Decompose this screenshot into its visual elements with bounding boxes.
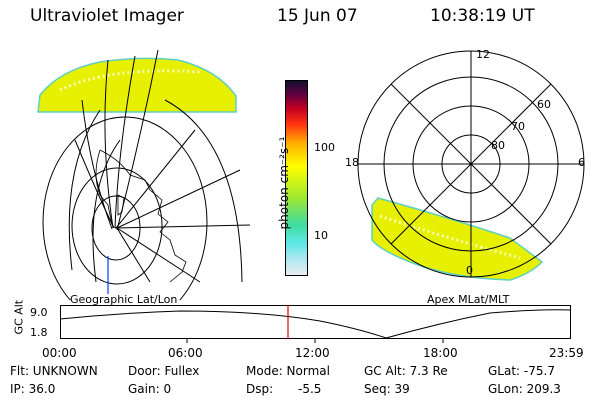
status-gc-alt: GC Alt: 7.3 Re bbox=[364, 364, 448, 378]
mlt-label-0: 0 bbox=[466, 264, 473, 277]
mlt-label-6: 6 bbox=[578, 156, 585, 169]
status-gain: Gain: 0 bbox=[128, 382, 172, 396]
status-flt: Flt: UNKNOWN bbox=[10, 364, 98, 378]
status-glat: GLat: -75.7 bbox=[488, 364, 555, 378]
date-label: 15 Jun 07 bbox=[277, 6, 358, 26]
time-tick-0600: 06:00 bbox=[168, 346, 203, 360]
colorbar-tick-100: 100 bbox=[314, 141, 335, 154]
apex-panel-label: Apex MLat/MLT bbox=[427, 293, 510, 306]
status-dsp: Dsp: bbox=[246, 382, 274, 396]
gc-alt-tick-1.8: 1.8 bbox=[30, 326, 48, 339]
time-tick-2359: 23:59 bbox=[549, 346, 584, 360]
gc-alt-axis-label: GC Alt bbox=[12, 299, 26, 335]
aurora-oval-geo bbox=[37, 57, 237, 113]
app-title: Ultraviolet Imager bbox=[30, 6, 184, 26]
mlat-label-80: 80 bbox=[491, 139, 505, 152]
colorbar-unit-label: photon cm⁻²s⁻¹ bbox=[277, 136, 291, 230]
mlt-label-12: 12 bbox=[476, 48, 490, 61]
gc-alt-tick-9: 9.0 bbox=[30, 306, 48, 319]
geographic-map bbox=[37, 49, 251, 300]
time-label: 10:38:19 UT bbox=[430, 6, 535, 26]
time-tick-0000: 00:00 bbox=[42, 346, 77, 360]
time-tick-1800: 18:00 bbox=[423, 346, 458, 360]
status-glon: GLon: 209.3 bbox=[488, 382, 561, 396]
status-seq: Seq: 39 bbox=[364, 382, 410, 396]
colorbar-tick-10: 10 bbox=[314, 229, 328, 242]
gc-alt-plot bbox=[60, 305, 572, 343]
status-mode: Mode: Normal bbox=[246, 364, 330, 378]
apex-polar-plot bbox=[357, 50, 585, 281]
status-ip: IP: 36.0 bbox=[10, 382, 56, 396]
geographic-panel-label: Geographic Lat/Lon bbox=[70, 293, 178, 306]
status-dsp-value: -5.5 bbox=[298, 382, 322, 396]
status-door: Door: Fullex bbox=[128, 364, 200, 378]
colorbar bbox=[285, 80, 308, 276]
time-tick-1200: 12:00 bbox=[295, 346, 330, 360]
mlat-label-60: 60 bbox=[537, 98, 551, 111]
gc-alt-curve bbox=[60, 309, 572, 339]
mlat-label-70: 70 bbox=[511, 120, 525, 133]
mlt-label-18: 18 bbox=[345, 156, 359, 169]
